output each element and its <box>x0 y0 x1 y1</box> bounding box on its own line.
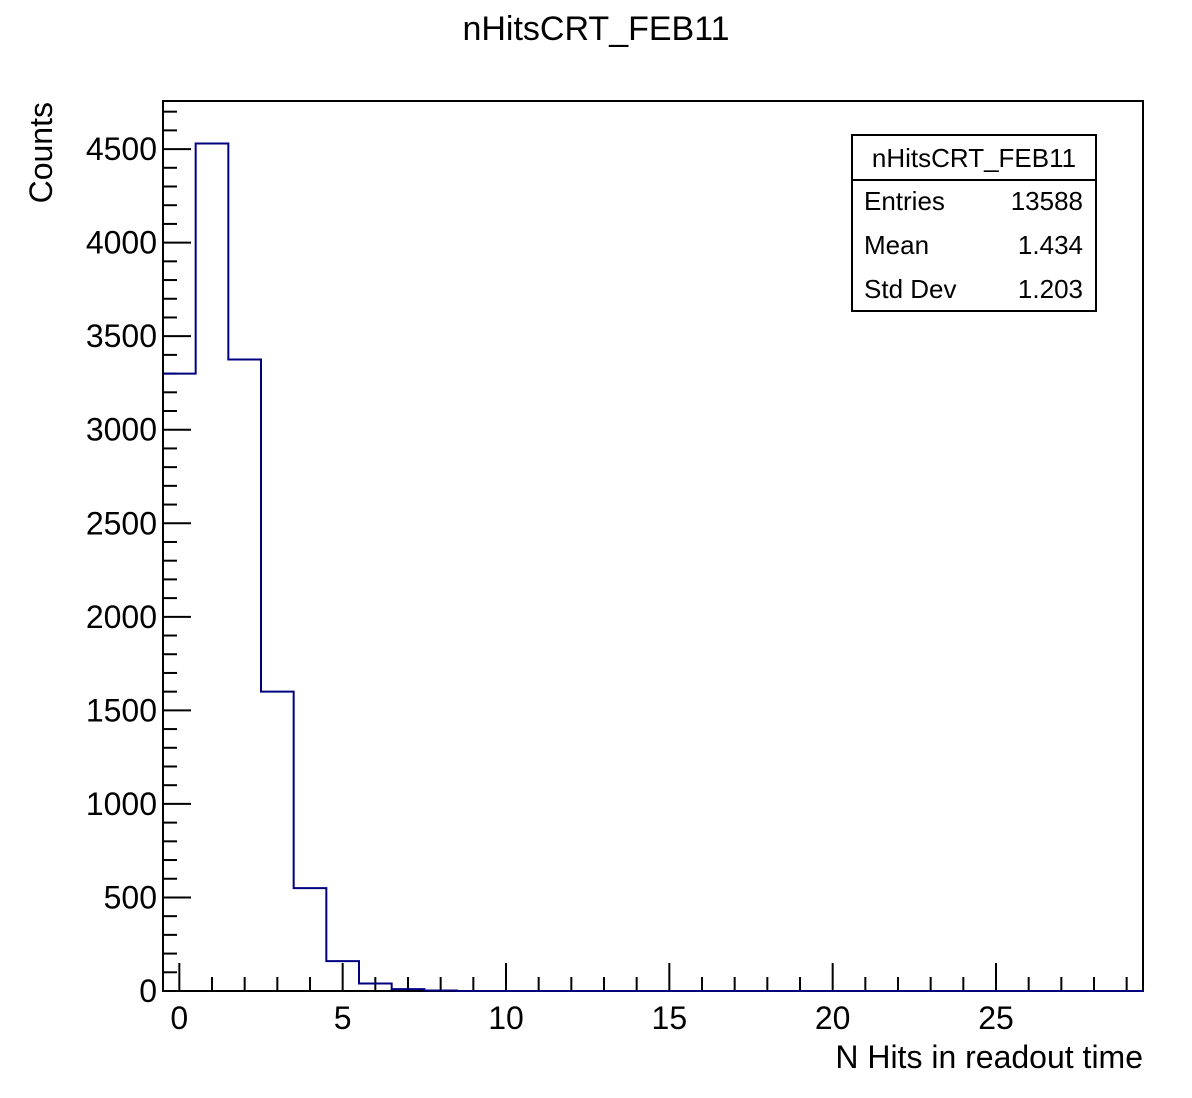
stats-mean-label: Mean <box>864 230 929 260</box>
stats-entries-value: 13588 <box>1011 186 1083 216</box>
stats-mean-value: 1.434 <box>1018 230 1083 260</box>
stats-box: nHitsCRT_FEB11 Entries 13588 Mean 1.434 … <box>851 134 1097 312</box>
x-tick-label: 5 <box>334 1000 352 1036</box>
y-tick-label: 3500 <box>86 318 157 354</box>
y-tick-label: 3000 <box>86 412 157 448</box>
x-tick-label: 20 <box>815 1000 851 1036</box>
chart-title: nHitsCRT_FEB11 <box>462 10 729 48</box>
y-tick-label: 1500 <box>86 692 157 728</box>
stats-stddev-label: Std Dev <box>864 274 957 304</box>
y-tick-label: 2000 <box>86 599 157 635</box>
stats-box-frame <box>851 134 1097 312</box>
stats-entries-label: Entries <box>864 186 945 216</box>
x-tick-label: 25 <box>978 1000 1014 1036</box>
y-tick-label: 4000 <box>86 225 157 261</box>
y-tick-label: 2500 <box>86 505 157 541</box>
x-tick-label: 0 <box>170 1000 188 1036</box>
x-axis-label: N Hits in readout time <box>835 1039 1143 1075</box>
histogram-outline <box>163 142 1143 992</box>
y-tick-label: 0 <box>139 973 157 1009</box>
stats-box-title: nHitsCRT_FEB11 <box>872 143 1076 173</box>
y-axis-label: Counts <box>23 102 59 203</box>
y-tick-label: 1000 <box>86 786 157 822</box>
y-tick-label: 4500 <box>86 131 157 167</box>
y-tick-label: 500 <box>104 879 157 915</box>
x-tick-label: 10 <box>488 1000 524 1036</box>
plot-area: 0 500 1000 1500 2000 2500 3000 3500 4000 4500 0 5 10… <box>86 100 1144 1036</box>
x-tick-label: 15 <box>652 1000 688 1036</box>
stats-stddev-value: 1.203 <box>1018 274 1083 304</box>
